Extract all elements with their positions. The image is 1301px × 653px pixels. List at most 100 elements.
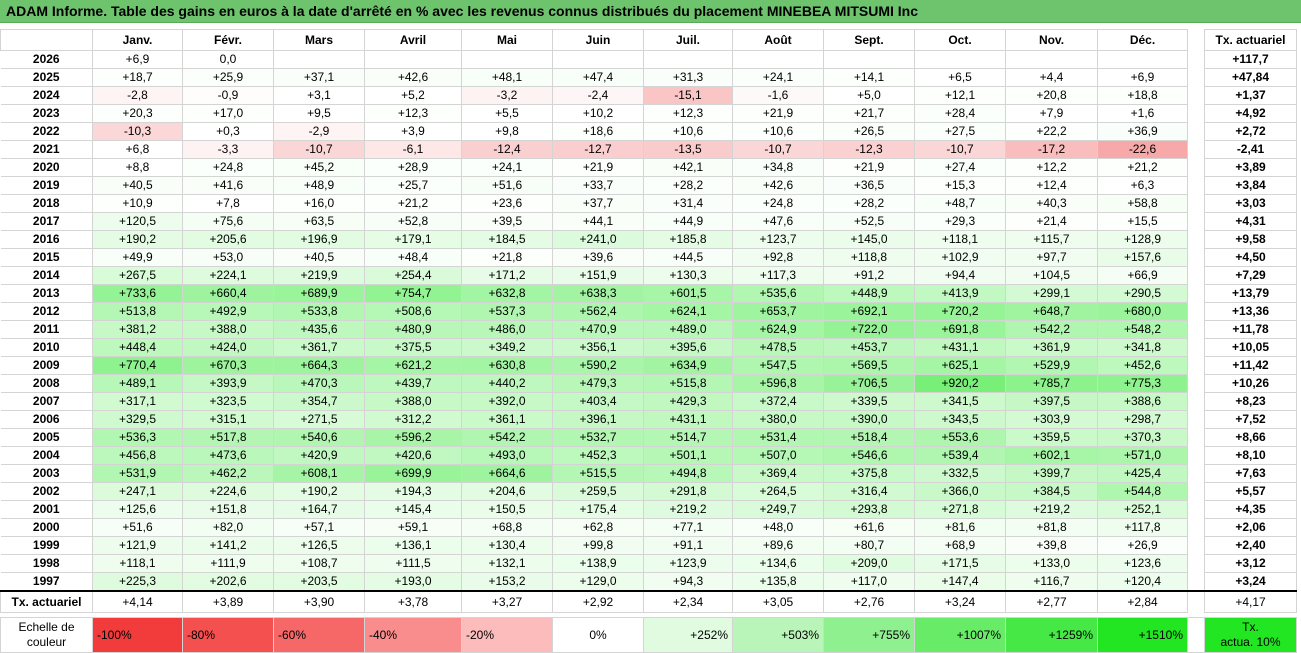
gain-cell: +630,8 xyxy=(461,356,553,375)
gain-cell: +439,7 xyxy=(364,374,462,393)
gain-cell: +393,9 xyxy=(182,374,274,393)
gain-cell: +147,4 xyxy=(914,572,1006,592)
column-gap xyxy=(1187,410,1205,429)
gain-cell: +37,1 xyxy=(273,68,365,87)
gain-cell: +3,1 xyxy=(273,86,365,105)
gain-cell: +47,4 xyxy=(552,68,644,87)
gain-cell: +339,5 xyxy=(823,392,915,411)
year-cell: 1997 xyxy=(0,572,93,592)
year-cell: 2008 xyxy=(0,374,93,393)
ta-cell: +47,84 xyxy=(1204,68,1297,87)
gain-cell: +40,5 xyxy=(92,176,183,195)
gain-cell: +501,1 xyxy=(643,446,733,465)
gain-cell: +648,7 xyxy=(1005,302,1098,321)
gain-cell: +219,9 xyxy=(273,266,365,285)
gain-cell: +118,8 xyxy=(823,248,915,267)
gain-cell: +21,2 xyxy=(1097,158,1188,177)
month-header: Juil. xyxy=(643,29,733,51)
gain-cell: +329,5 xyxy=(92,410,183,429)
gain-cell: +123,6 xyxy=(1097,554,1188,573)
footer-label: Tx. actuariel xyxy=(0,590,93,613)
table-row: 2010 +448,4 +424,0 +361,7 +375,5 +349,2 +356,1… xyxy=(0,338,1297,357)
gain-cell: +9,8 xyxy=(461,122,553,141)
gain-cell: +175,4 xyxy=(552,500,644,519)
gain-cell: +190,2 xyxy=(92,230,183,249)
ta-cell: +7,52 xyxy=(1204,410,1297,429)
year-cell: 2003 xyxy=(0,464,93,483)
footer-rate-cell: +4,14 xyxy=(92,590,183,613)
gain-cell: +123,7 xyxy=(732,230,824,249)
scale-swatch: +503% xyxy=(732,617,824,653)
gain-cell: +204,6 xyxy=(461,482,553,501)
year-cell: 2025 xyxy=(0,68,93,87)
month-header: Sept. xyxy=(823,29,915,51)
year-cell: 2006 xyxy=(0,410,93,429)
column-gap xyxy=(1187,284,1205,303)
column-gap xyxy=(1187,482,1205,501)
gain-cell: +0,3 xyxy=(182,122,274,141)
gain-cell: +361,1 xyxy=(461,410,553,429)
gain-cell: +691,8 xyxy=(914,320,1006,339)
gain-cell: +456,8 xyxy=(92,446,183,465)
gain-cell: +39,6 xyxy=(552,248,644,267)
gain-cell: +47,6 xyxy=(732,212,824,231)
scale-swatch: -20% xyxy=(461,617,553,653)
column-gap xyxy=(1187,392,1205,411)
gain-cell: +135,8 xyxy=(732,572,824,592)
gain-cell: +624,1 xyxy=(643,302,733,321)
gain-cell: +323,5 xyxy=(182,392,274,411)
gain-cell: +34,8 xyxy=(732,158,824,177)
gain-cell: +225,3 xyxy=(92,572,183,592)
gain-cell: +596,2 xyxy=(364,428,462,447)
gain-cell: +384,5 xyxy=(1005,482,1098,501)
gain-cell: +492,9 xyxy=(182,302,274,321)
gain-cell: +121,9 xyxy=(92,536,183,555)
gain-cell: +16,0 xyxy=(273,194,365,213)
gain-cell: +343,5 xyxy=(914,410,1006,429)
gain-cell: +44,9 xyxy=(643,212,733,231)
gain-cell: +219,2 xyxy=(643,500,733,519)
gain-cell: +81,8 xyxy=(1005,518,1098,537)
gain-cell: +608,1 xyxy=(273,464,365,483)
ta-cell: +13,36 xyxy=(1204,302,1297,321)
gain-cell: +42,6 xyxy=(732,176,824,195)
gain-cell: -10,3 xyxy=(92,122,183,141)
gain-cell: +680,0 xyxy=(1097,302,1188,321)
gain-cell: +720,2 xyxy=(914,302,1006,321)
gain-cell: +48,7 xyxy=(914,194,1006,213)
gain-cell: +601,5 xyxy=(643,284,733,303)
gain-cell: +111,5 xyxy=(364,554,462,573)
gain-cell: +291,8 xyxy=(643,482,733,501)
gain-cell: +372,4 xyxy=(732,392,824,411)
gain-cell: +27,4 xyxy=(914,158,1006,177)
gain-cell: +249,7 xyxy=(732,500,824,519)
gain-cell: +117,8 xyxy=(1097,518,1188,537)
gain-cell: +41,6 xyxy=(182,176,274,195)
table-row: 2012 +513,8 +492,9 +533,8 +508,6 +537,3 +562,4… xyxy=(0,302,1297,321)
gain-cell: -12,3 xyxy=(823,140,915,159)
year-cell: 1999 xyxy=(0,536,93,555)
gain-cell: +94,3 xyxy=(643,572,733,592)
footer-rate-cell: +3,27 xyxy=(461,590,553,613)
gain-cell: +23,6 xyxy=(461,194,553,213)
year-cell: 2014 xyxy=(0,266,93,285)
gain-cell: +21,7 xyxy=(823,104,915,123)
year-cell: 2005 xyxy=(0,428,93,447)
gain-cell: -10,7 xyxy=(732,140,824,159)
gain-cell: +133,0 xyxy=(1005,554,1098,573)
gain-cell: +44,1 xyxy=(552,212,644,231)
gain-cell: +36,5 xyxy=(823,176,915,195)
gain-cell: +24,8 xyxy=(732,194,824,213)
gain-cell: +39,5 xyxy=(461,212,553,231)
scale-swatch: +1510% xyxy=(1097,617,1188,653)
ta-cell: +117,7 xyxy=(1204,50,1297,69)
gain-cell: +548,2 xyxy=(1097,320,1188,339)
gain-cell: +45,2 xyxy=(273,158,365,177)
ta-cell: +11,42 xyxy=(1204,356,1297,375)
gain-cell: +164,7 xyxy=(273,500,365,519)
year-cell: 2010 xyxy=(0,338,93,357)
scale-swatch: -40% xyxy=(364,617,462,653)
scale-label-line2: couleur xyxy=(26,635,67,649)
gain-cell: +179,1 xyxy=(364,230,462,249)
gain-cell: +40,3 xyxy=(1005,194,1098,213)
